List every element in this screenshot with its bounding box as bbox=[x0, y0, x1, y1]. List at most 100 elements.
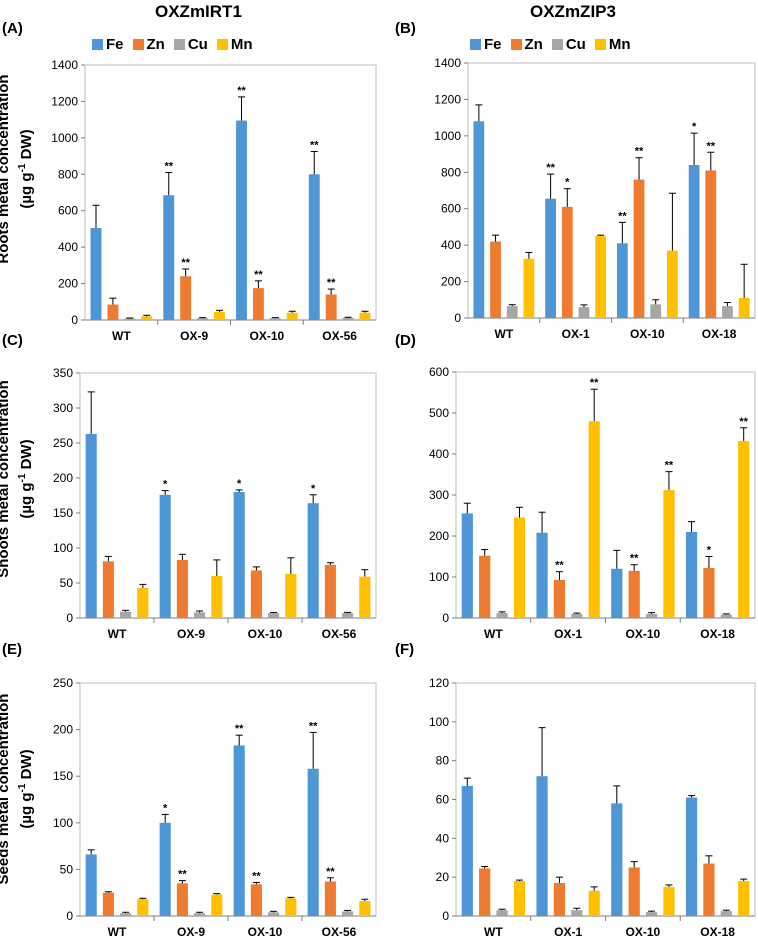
panel-e-bar-fe bbox=[159, 822, 171, 916]
panel-d-sig-mn: ** bbox=[739, 416, 748, 428]
panel-c-bar-cu bbox=[194, 612, 206, 618]
panel-f-bar-mn bbox=[588, 890, 600, 916]
panel-c-bar-zn bbox=[102, 561, 114, 618]
panel-a-ytick-label: 800 bbox=[58, 167, 78, 181]
legend-label-zn-right: Zn bbox=[524, 36, 543, 53]
panel-letter-e: (E) bbox=[2, 641, 22, 658]
panel-e-xtick-label: OX-9 bbox=[177, 925, 205, 939]
panel-a-ytick-label: 400 bbox=[58, 240, 78, 254]
panel-d-ytick-label: 500 bbox=[429, 406, 449, 420]
panel-e-bar-cu bbox=[342, 911, 354, 916]
panel-e-bar-fe bbox=[233, 745, 245, 916]
panel-a-ytick-label: 600 bbox=[58, 204, 78, 218]
panel-a-ytick-label: 1000 bbox=[51, 131, 78, 145]
panel-e-bar-mn bbox=[285, 898, 297, 916]
panel-d-bar-cu bbox=[496, 613, 508, 618]
panel-b-xtick-label: WT bbox=[495, 327, 514, 341]
panel-e-ytick-label: 250 bbox=[53, 676, 73, 690]
panel-e-bar-zn bbox=[102, 892, 114, 916]
panel-b-ytick-label: 1400 bbox=[434, 56, 461, 70]
panel-d-ytick-label: 400 bbox=[429, 447, 449, 461]
panel-d-xtick-label: OX-18 bbox=[700, 627, 735, 641]
panel-e-bar-cu bbox=[194, 913, 206, 916]
panel-e-sig-zn: ** bbox=[178, 869, 187, 881]
panel-b-bar-fe bbox=[616, 243, 628, 318]
panel-b-xtick-label: OX-10 bbox=[630, 327, 665, 341]
panel-d-bar-mn bbox=[513, 517, 526, 618]
panel-a-xtick-label: OX-10 bbox=[250, 329, 285, 343]
panel-d-bar-cu bbox=[571, 613, 583, 618]
panel-letter-d: (D) bbox=[395, 332, 416, 349]
panel-b-sig-fe: ** bbox=[546, 162, 555, 174]
panel-c-bar-zn bbox=[324, 564, 336, 618]
panel-f-ytick-label: 40 bbox=[436, 831, 450, 845]
panel-f-bar-fe bbox=[461, 785, 473, 916]
panel-a-bar-zn bbox=[252, 288, 264, 320]
panel-c-bar-mn bbox=[359, 576, 371, 618]
panel-a-sig-zn: ** bbox=[181, 257, 190, 269]
panel-e-bar-cu bbox=[268, 912, 280, 916]
panel-a-bar-mn bbox=[214, 311, 225, 320]
panel-d-sig-mn: ** bbox=[590, 377, 599, 389]
legend-label-mn: Mn bbox=[230, 36, 253, 53]
panel-b-sig-fe: * bbox=[692, 121, 697, 133]
panel-e-bar-fe bbox=[307, 768, 319, 916]
panel-letter-f: (F) bbox=[395, 641, 415, 658]
panel-b-sig-zn: * bbox=[565, 177, 570, 189]
panel-a-bar-fe bbox=[163, 195, 175, 320]
legend-label-cu: Cu bbox=[187, 36, 208, 53]
panel-c-sig-fe: * bbox=[311, 483, 316, 495]
panel-b-bar-zn bbox=[561, 206, 573, 318]
panel-b-ytick-label: 200 bbox=[441, 275, 461, 289]
panel-e-sig-fe: ** bbox=[235, 723, 244, 735]
panel-b-bar-mn bbox=[667, 250, 678, 318]
panel-f-xtick-label: OX-1 bbox=[554, 925, 582, 939]
panel-f-ytick-label: 100 bbox=[429, 715, 449, 729]
legend-item-mn-right: Mn bbox=[594, 36, 631, 53]
legend-item-cu-right: Cu bbox=[551, 36, 586, 53]
legend-item-mn: Mn bbox=[216, 36, 253, 53]
panel-a-xtick-label: OX-56 bbox=[322, 329, 357, 343]
panel-f-bar-zn bbox=[703, 863, 715, 916]
panel-a-bar-mn bbox=[286, 312, 298, 320]
panel-f-bar-zn bbox=[553, 882, 566, 916]
panel-f-bar-zn bbox=[479, 868, 491, 916]
panel-a-bar-cu bbox=[342, 317, 354, 320]
panel-a-bar-fe bbox=[308, 174, 320, 320]
legend-label-fe: Fe bbox=[106, 36, 124, 53]
panel-c-bar-fe bbox=[85, 433, 97, 618]
panel-e-bar-mn bbox=[211, 894, 223, 916]
panel-f-bar-zn bbox=[628, 867, 640, 916]
legend-swatch-zn bbox=[132, 39, 144, 50]
legend-item-zn-right: Zn bbox=[510, 36, 543, 53]
panel-letter-a: (A) bbox=[2, 20, 23, 37]
panel-c-ytick-label: 150 bbox=[53, 506, 73, 520]
legend-swatch-cu-right bbox=[551, 39, 563, 50]
panel-f-bar-fe bbox=[536, 776, 548, 916]
panel-e-sig-fe: * bbox=[163, 802, 168, 814]
panel-c-xtick-label: WT bbox=[108, 627, 127, 641]
legend-left: Fe Zn Cu Mn bbox=[92, 36, 253, 53]
panel-a-bar-fe bbox=[90, 228, 102, 320]
panel-d-bar-cu bbox=[720, 614, 732, 618]
column-title-oxzmzip3: OXZmZIP3 bbox=[530, 2, 616, 21]
panel-d-sig-mn: ** bbox=[665, 460, 674, 472]
legend-label-cu-right: Cu bbox=[565, 36, 586, 53]
panel-b-ytick-label: 400 bbox=[441, 238, 461, 252]
panel-a-sig-zn: ** bbox=[254, 269, 263, 281]
panel-a-bar-fe bbox=[236, 120, 247, 320]
panel-c-sig-fe: * bbox=[237, 478, 242, 490]
legend-swatch-zn-right bbox=[510, 39, 522, 50]
legend-label-mn-right: Mn bbox=[608, 36, 631, 53]
panel-e-ytick-label: 0 bbox=[66, 909, 73, 923]
panel-d-bar-zn bbox=[703, 567, 715, 618]
legend-swatch-cu bbox=[173, 39, 185, 50]
panel-e-bar-zn bbox=[176, 883, 188, 916]
panel-f-bar-cu bbox=[571, 910, 583, 916]
panel-f-ytick-label: 20 bbox=[436, 870, 450, 884]
panel-e-sig-zn: ** bbox=[326, 866, 335, 878]
legend-item-cu: Cu bbox=[173, 36, 208, 53]
panel-a-sig-zn: ** bbox=[327, 277, 336, 289]
panel-f-bar-mn bbox=[513, 881, 526, 916]
panel-d-bar-mn bbox=[588, 421, 600, 618]
